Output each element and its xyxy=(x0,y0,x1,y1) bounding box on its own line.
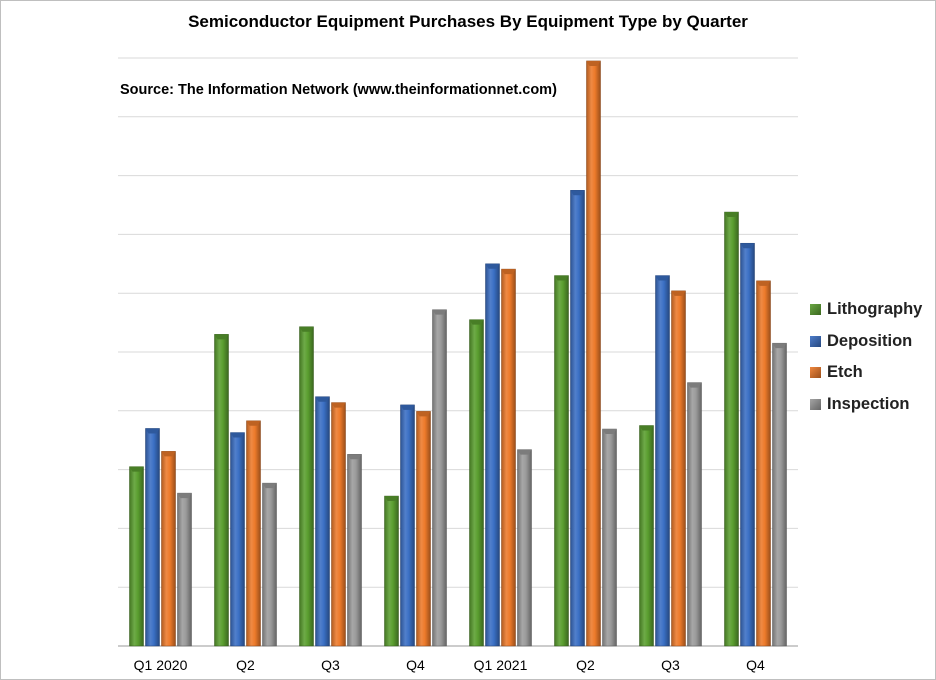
bar-inspection-1 xyxy=(177,492,192,647)
bar-etch-2 xyxy=(246,420,261,647)
bar-cap-deposition-6 xyxy=(570,190,585,196)
bar-lithography-4 xyxy=(384,495,399,647)
bar-cap-inspection-8 xyxy=(772,343,787,349)
bar-cap-lithography-8 xyxy=(724,212,739,218)
bar-cap-inspection-6 xyxy=(602,429,617,435)
bar-lithography-5 xyxy=(469,319,484,647)
x-tick-label: Q3 xyxy=(661,657,680,673)
legend-swatch-deposition xyxy=(810,335,821,347)
x-tick-label: Q1 2020 xyxy=(134,657,188,673)
bar-cap-etch-6 xyxy=(586,60,601,66)
bar-cap-etch-5 xyxy=(501,269,516,275)
bar-cap-lithography-5 xyxy=(469,319,484,325)
bar-deposition-2 xyxy=(230,432,245,647)
bar-lithography-8 xyxy=(724,211,739,647)
bar-cap-lithography-2 xyxy=(214,334,229,340)
bar-deposition-5 xyxy=(485,263,500,647)
x-tick-label: Q3 xyxy=(321,657,340,673)
bar-lithography-3 xyxy=(299,326,314,647)
legend-label: Lithography xyxy=(827,299,923,318)
legend-item-lithography: Lithography xyxy=(810,299,922,319)
bar-etch-7 xyxy=(671,290,686,647)
bar-cap-etch-8 xyxy=(756,280,771,286)
bar-cap-etch-2 xyxy=(246,420,261,426)
x-tick-label: Q1 2021 xyxy=(474,657,528,673)
bar-cap-deposition-7 xyxy=(655,275,670,281)
bar-etch-6 xyxy=(586,60,601,647)
bar-cap-deposition-4 xyxy=(400,404,415,410)
bar-lithography-7 xyxy=(639,425,654,647)
bar-deposition-7 xyxy=(655,275,670,647)
bar-cap-etch-3 xyxy=(331,402,346,408)
bar-etch-1 xyxy=(161,451,176,647)
x-tick-label: Q2 xyxy=(576,657,595,673)
bar-cap-inspection-5 xyxy=(517,449,532,455)
x-tick-label: Q2 xyxy=(236,657,255,673)
bar-cap-inspection-3 xyxy=(347,454,362,460)
bar-deposition-4 xyxy=(400,404,415,647)
bar-inspection-2 xyxy=(262,482,277,647)
x-tick-label: Q4 xyxy=(406,657,425,673)
bar-cap-deposition-2 xyxy=(230,432,245,438)
bar-inspection-5 xyxy=(517,449,532,647)
bar-cap-inspection-4 xyxy=(432,309,447,315)
bar-lithography-1 xyxy=(129,466,144,647)
bar-cap-lithography-1 xyxy=(129,466,144,472)
legend-swatch-lithography xyxy=(810,303,821,315)
bar-deposition-8 xyxy=(740,242,755,647)
bar-cap-lithography-6 xyxy=(554,275,569,281)
bar-etch-4 xyxy=(416,411,431,647)
bar-cap-lithography-7 xyxy=(639,425,654,431)
legend-item-deposition: Deposition xyxy=(810,331,912,351)
chart-title: Semiconductor Equipment Purchases By Equ… xyxy=(188,12,748,31)
bar-cap-inspection-1 xyxy=(177,493,192,499)
legend-item-etch: Etch xyxy=(810,362,863,382)
bars xyxy=(129,60,787,647)
bar-cap-deposition-3 xyxy=(315,396,330,402)
bar-cap-deposition-5 xyxy=(485,263,500,269)
x-tick-labels: Q1 2020 Q2 Q3 Q4 Q1 2021 Q2 Q3 Q4 xyxy=(134,657,765,673)
x-tick-label: Q4 xyxy=(746,657,765,673)
bar-inspection-6 xyxy=(602,428,617,647)
bar-cap-lithography-4 xyxy=(384,496,399,502)
legend-label: Deposition xyxy=(827,331,913,350)
bar-inspection-7 xyxy=(687,382,702,647)
legend-swatch-inspection xyxy=(810,398,821,410)
bar-cap-deposition-1 xyxy=(145,428,160,434)
bar-cap-etch-4 xyxy=(416,411,431,417)
bar-deposition-6 xyxy=(570,190,585,647)
legend-label: Inspection xyxy=(827,394,910,413)
legend-item-inspection: Inspection xyxy=(810,394,910,414)
bar-lithography-6 xyxy=(554,275,569,647)
bar-etch-3 xyxy=(331,402,346,647)
bar-inspection-4 xyxy=(432,309,447,647)
bar-cap-deposition-8 xyxy=(740,243,755,249)
bar-cap-inspection-2 xyxy=(262,483,277,489)
bar-cap-etch-1 xyxy=(161,451,176,457)
bar-cap-inspection-7 xyxy=(687,382,702,388)
bar-etch-8 xyxy=(756,280,771,647)
bar-deposition-3 xyxy=(315,396,330,647)
bar-inspection-3 xyxy=(347,454,362,647)
bar-cap-etch-7 xyxy=(671,290,686,296)
bar-lithography-2 xyxy=(214,334,229,647)
bar-etch-5 xyxy=(501,268,516,647)
bar-inspection-8 xyxy=(772,342,787,647)
bar-deposition-1 xyxy=(145,428,160,647)
chart-subtitle: Source: The Information Network (www.the… xyxy=(120,82,557,98)
legend-swatch-etch xyxy=(810,366,821,378)
bar-cap-lithography-3 xyxy=(299,326,314,332)
legend-label: Etch xyxy=(827,362,863,381)
